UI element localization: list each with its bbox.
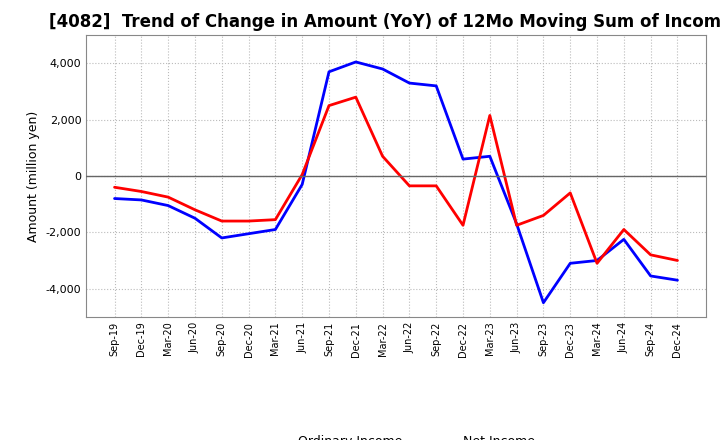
Net Income (217, 218, 226, 224)
Net Income (619, 227, 628, 232)
Net Income (378, 154, 387, 159)
Net Income (459, 223, 467, 228)
Legend: Ordinary Income, Net Income: Ordinary Income, Net Income (252, 430, 540, 440)
Ordinary Income (164, 203, 173, 208)
Ordinary Income (539, 300, 548, 305)
Ordinary Income (485, 154, 494, 159)
Net Income (432, 183, 441, 188)
Net Income (566, 190, 575, 195)
Y-axis label: Amount (million yen): Amount (million yen) (27, 110, 40, 242)
Ordinary Income (191, 216, 199, 221)
Ordinary Income (619, 237, 628, 242)
Ordinary Income (351, 59, 360, 65)
Net Income (647, 252, 655, 257)
Ordinary Income (673, 278, 682, 283)
Line: Net Income: Net Income (114, 97, 678, 263)
Title: [4082]  Trend of Change in Amount (YoY) of 12Mo Moving Sum of Incomes: [4082] Trend of Change in Amount (YoY) o… (49, 13, 720, 31)
Line: Ordinary Income: Ordinary Income (114, 62, 678, 303)
Ordinary Income (459, 157, 467, 162)
Net Income (539, 213, 548, 218)
Ordinary Income (217, 235, 226, 241)
Ordinary Income (110, 196, 119, 201)
Net Income (110, 185, 119, 190)
Net Income (405, 183, 414, 188)
Net Income (244, 218, 253, 224)
Net Income (485, 113, 494, 118)
Ordinary Income (378, 66, 387, 72)
Ordinary Income (647, 273, 655, 279)
Net Income (164, 194, 173, 200)
Net Income (325, 103, 333, 108)
Net Income (298, 172, 307, 177)
Net Income (513, 223, 521, 228)
Ordinary Income (566, 260, 575, 266)
Ordinary Income (137, 197, 145, 202)
Ordinary Income (405, 81, 414, 86)
Ordinary Income (244, 231, 253, 236)
Ordinary Income (298, 182, 307, 187)
Net Income (593, 260, 601, 266)
Net Income (351, 95, 360, 100)
Ordinary Income (593, 258, 601, 263)
Ordinary Income (513, 221, 521, 227)
Net Income (191, 207, 199, 213)
Ordinary Income (432, 83, 441, 88)
Ordinary Income (325, 69, 333, 74)
Net Income (137, 189, 145, 194)
Net Income (673, 258, 682, 263)
Net Income (271, 217, 279, 222)
Ordinary Income (271, 227, 279, 232)
